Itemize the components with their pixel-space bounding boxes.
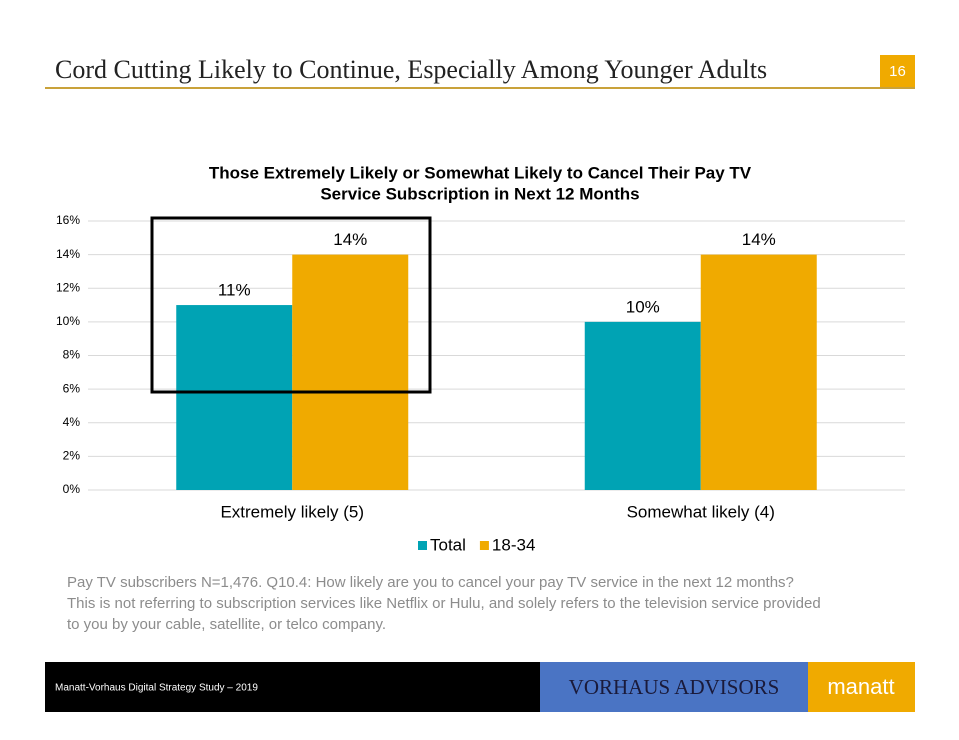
bar: [176, 305, 293, 490]
value-label: 11%: [218, 281, 251, 300]
bar: [292, 254, 409, 490]
y-tick-label: 14%: [56, 247, 80, 261]
chart-title: Service Subscription in Next 12 Months: [320, 184, 639, 203]
footnote-line: to you by your cable, satellite, or telc…: [67, 616, 386, 633]
highlight-box: [150, 216, 432, 394]
partner-name: VORHAUS ADVISORS: [569, 675, 780, 699]
x-tick-label: Somewhat likely (4): [627, 502, 775, 521]
y-tick-label: 6%: [63, 381, 81, 395]
value-label: 14%: [742, 230, 776, 249]
page-badge: [880, 55, 915, 88]
value-label: 14%: [333, 230, 367, 249]
value-label: 10%: [626, 297, 660, 316]
legend-swatch: [479, 541, 489, 550]
brand-name: manatt: [827, 674, 894, 699]
bar: [584, 321, 701, 490]
footer-study: Manatt-Vorhaus Digital Strategy Study – …: [55, 683, 258, 694]
y-tick-label: 4%: [63, 415, 81, 429]
y-tick-label: 10%: [56, 314, 80, 328]
legend-label: 18-34: [492, 535, 535, 554]
brand-box: [808, 662, 915, 712]
y-tick-label: 2%: [63, 449, 81, 463]
bar: [700, 254, 817, 490]
x-tick-label: Extremely likely (5): [220, 502, 364, 521]
chart-title: Those Extremely Likely or Somewhat Likel…: [209, 163, 752, 182]
legend-swatch: [418, 541, 427, 550]
y-tick-label: 8%: [63, 348, 81, 362]
footnote-line: This is not referring to subscription se…: [67, 595, 821, 612]
footnote: Pay TV subscribers N=1,476. Q10.4: How l…: [67, 574, 821, 633]
legend-label: Total: [430, 535, 466, 554]
y-tick-label: 12%: [56, 280, 80, 294]
footnote-line: Pay TV subscribers N=1,476. Q10.4: How l…: [67, 574, 794, 591]
slide-title: Cord Cutting Likely to Continue, Especia…: [55, 55, 767, 84]
chart: Those Extremely Likely or Somewhat Likel…: [56, 163, 905, 554]
y-tick-label: 0%: [63, 482, 81, 496]
partner-box: [540, 662, 808, 712]
page-number: 16: [889, 63, 906, 80]
y-tick-label: 16%: [56, 213, 80, 227]
